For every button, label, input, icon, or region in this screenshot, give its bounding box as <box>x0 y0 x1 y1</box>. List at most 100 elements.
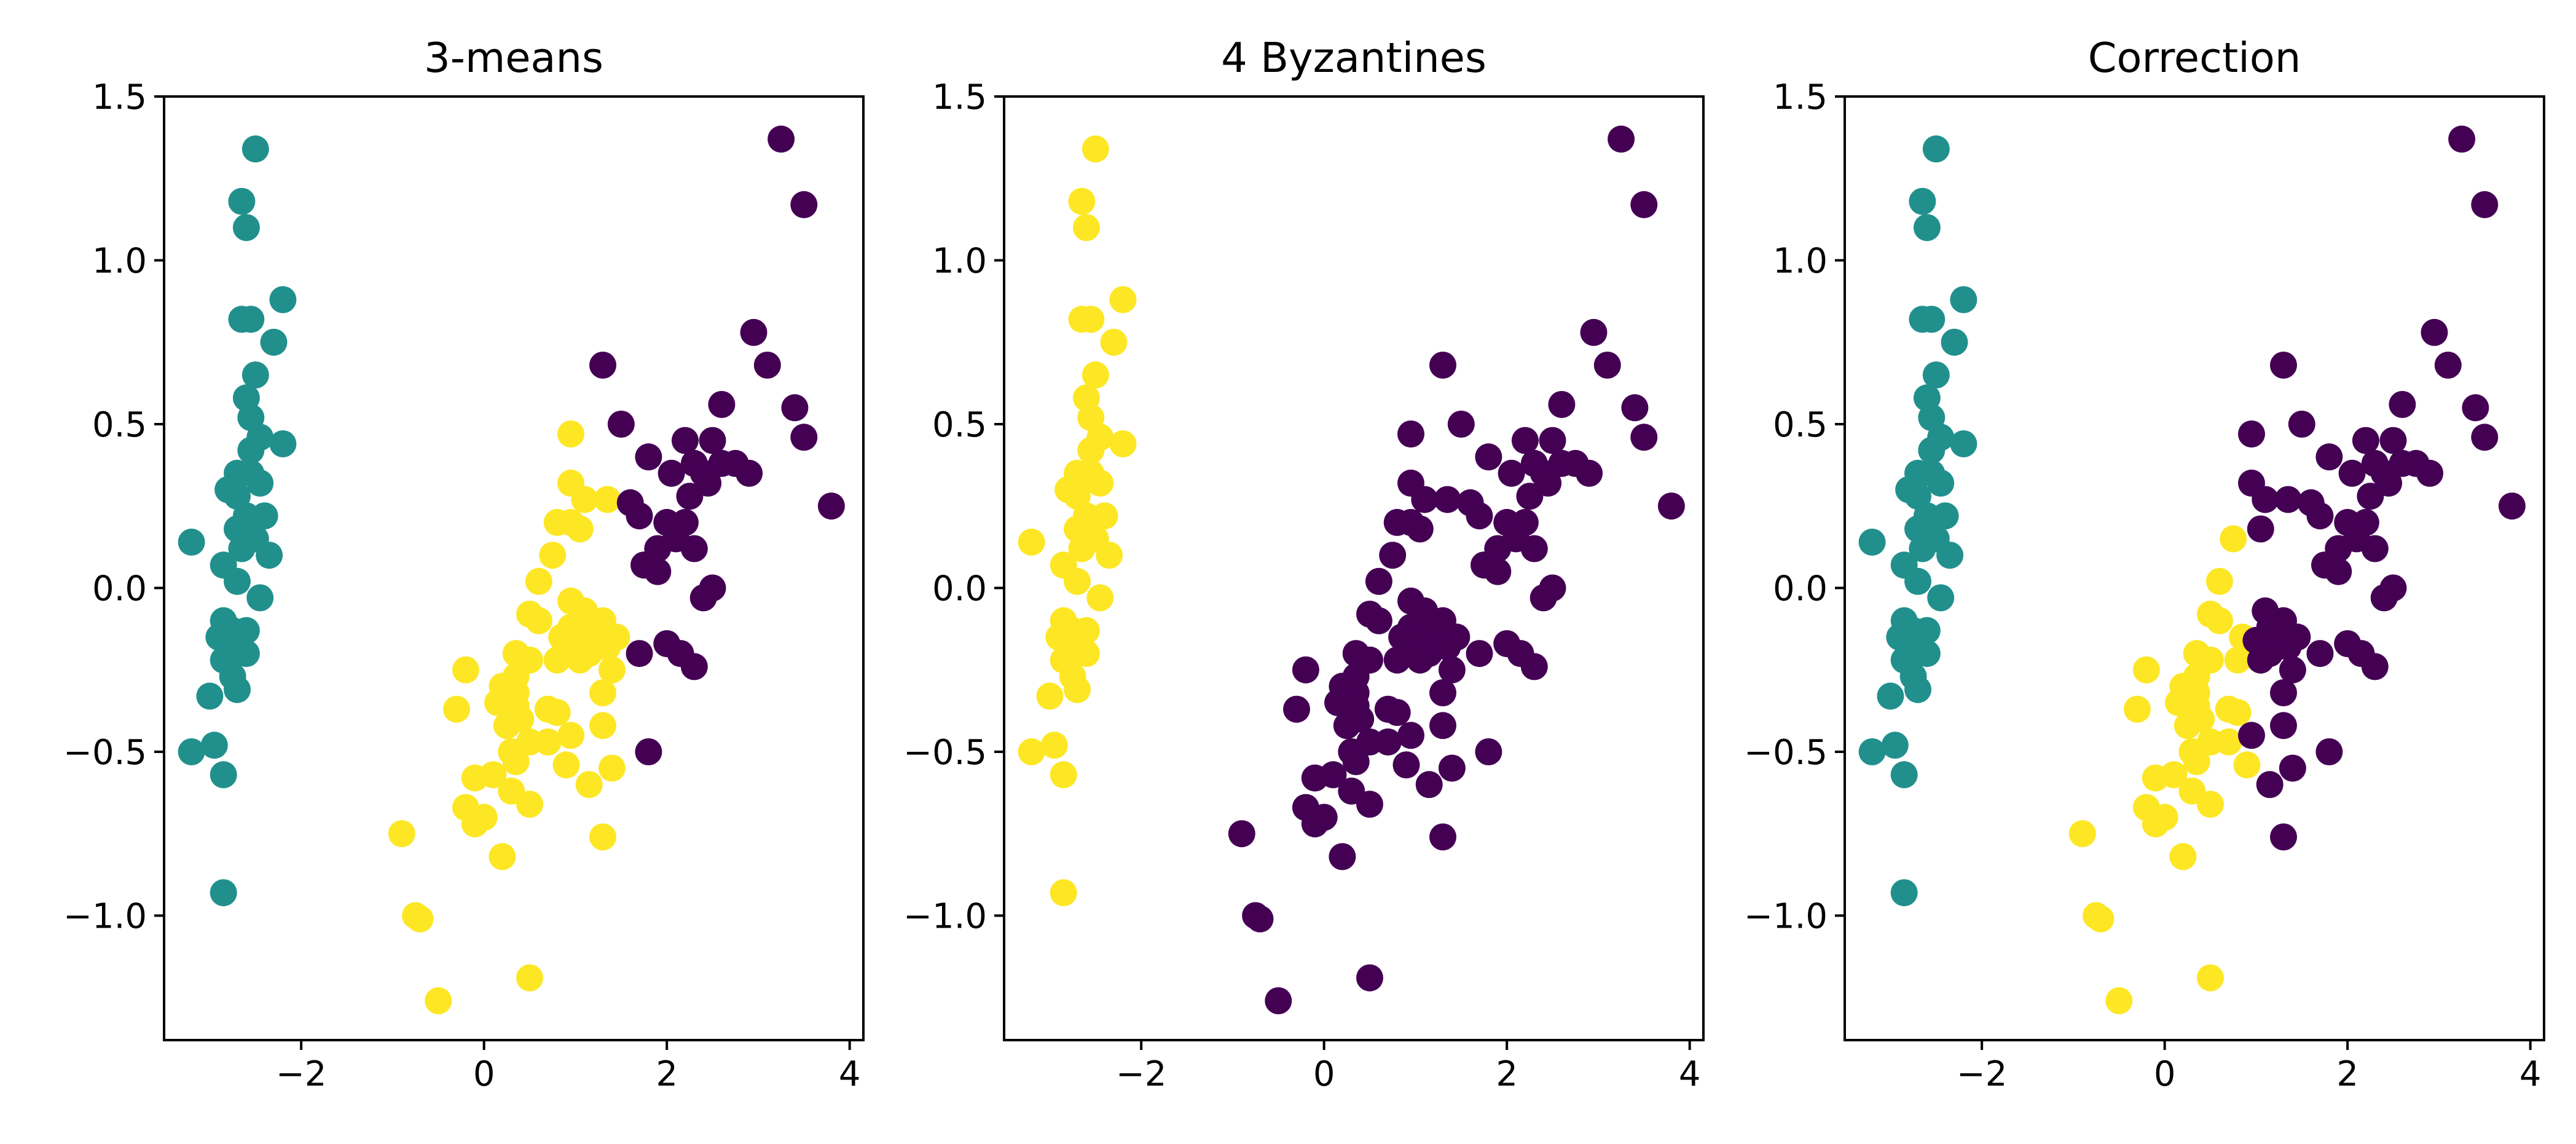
scatter-point-teal <box>224 567 251 595</box>
scatter-point-purple <box>1383 646 1411 674</box>
scatter-point-yellow <box>2068 820 2096 848</box>
scatter-point-teal <box>1909 535 1936 562</box>
scatter-point-yellow <box>2224 646 2252 674</box>
scatter-point-purple <box>2252 486 2279 513</box>
scatter-point-teal <box>1881 732 1909 759</box>
y-tick-label: 0.0 <box>932 569 987 609</box>
scatter-point-purple <box>689 584 717 612</box>
scatter-point-purple <box>2279 656 2306 684</box>
scatter-point-teal <box>196 682 224 710</box>
scatter-point-purple <box>1520 653 1548 680</box>
scatter-point-yellow <box>2174 712 2201 740</box>
scatter-point-purple <box>2288 411 2315 438</box>
scatter-point-teal <box>242 361 269 389</box>
scatter-point-yellow <box>557 420 584 448</box>
scatter-point-purple <box>817 492 845 520</box>
scatter-point-teal <box>246 469 274 497</box>
y-tick-label: 0.5 <box>92 405 147 445</box>
y-tick-label: −0.5 <box>1744 733 1828 773</box>
scatter-point-purple <box>1630 424 1658 451</box>
scatter-point-yellow <box>2220 525 2247 553</box>
scatter-point-purple <box>1415 771 1443 799</box>
scatter-point-purple <box>2256 771 2283 799</box>
scatter-point-yellow <box>571 486 599 513</box>
panel-title: Correction <box>2088 34 2301 82</box>
x-tick-label: −2 <box>276 1054 327 1094</box>
scatter-point-purple <box>1301 810 1329 838</box>
scatter-point-yellow <box>516 791 543 818</box>
scatter-point-teal <box>269 430 297 457</box>
scatter-point-yellow <box>1091 502 1118 530</box>
scatter-point-purple <box>1621 394 1649 422</box>
scatter-point-yellow <box>1072 640 1100 668</box>
scatter-point-purple <box>1365 567 1392 595</box>
scatter-point-purple <box>1406 515 1434 543</box>
axes-frame <box>163 95 865 1041</box>
x-tick-label: 4 <box>839 1054 861 1094</box>
scatter-point-purple <box>1365 607 1392 634</box>
scatter-point-yellow <box>589 712 616 740</box>
scatter-point-yellow <box>1068 187 1096 215</box>
scatter-point-purple <box>2325 558 2352 585</box>
scatter-point-yellow <box>2105 987 2133 1014</box>
scatter-point-purple <box>1498 459 1525 487</box>
scatter-point-teal <box>228 187 256 215</box>
scatter-point-purple <box>1511 427 1539 454</box>
scatter-point-yellow <box>1086 584 1114 612</box>
scatter-point-yellow <box>575 771 603 799</box>
scatter-point-yellow <box>493 712 520 740</box>
scatter-point-teal <box>1877 682 1904 710</box>
scatter-point-yellow <box>1082 361 1109 389</box>
scatter-point-teal <box>205 623 233 651</box>
scatter-point-yellow <box>525 567 552 595</box>
scatter-point-purple <box>753 352 781 379</box>
scatter-point-purple <box>644 558 672 585</box>
y-tick-label: 1.0 <box>1773 241 1828 281</box>
scatter-point-purple <box>740 318 768 346</box>
scatter-point-yellow <box>461 810 489 838</box>
scatter-point-purple <box>1356 791 1383 818</box>
scatter-point-teal <box>178 528 205 556</box>
scatter-point-purple <box>1265 987 1292 1014</box>
scatter-point-purple <box>2379 427 2407 454</box>
x-tick-label: 4 <box>1679 1054 1701 1094</box>
scatter-point-yellow <box>1064 676 1091 703</box>
scatter-point-purple <box>2306 502 2334 530</box>
scatter-point-purple <box>2471 191 2499 218</box>
scatter-point-yellow <box>566 515 594 543</box>
scatter-point-purple <box>1630 191 1658 218</box>
scatter-point-yellow <box>1036 682 1064 710</box>
scatter-point-purple <box>1301 764 1329 792</box>
scatter-point-yellow <box>594 486 621 513</box>
scatter-point-yellow <box>543 646 571 674</box>
scatter-point-yellow <box>594 633 621 661</box>
scatter-point-yellow <box>2205 607 2233 634</box>
scatter-point-teal <box>232 640 260 668</box>
y-tick-label: 1.0 <box>932 241 987 281</box>
scatter-point-purple <box>1379 542 1407 569</box>
scatter-point-teal <box>1858 738 1886 765</box>
scatter-point-purple <box>2421 318 2448 346</box>
scatter-point-teal <box>224 676 251 703</box>
scatter-point-yellow <box>1068 535 1096 562</box>
scatter-point-purple <box>2416 459 2444 487</box>
y-tick-label: 0.0 <box>1773 569 1828 609</box>
scatter-point-yellow <box>452 656 479 684</box>
scatter-point-purple <box>1329 843 1356 870</box>
scatter-point-purple <box>2238 722 2265 749</box>
scatter-point-yellow <box>1064 567 1091 595</box>
scatter-point-purple <box>1429 823 1456 851</box>
scatter-point-teal <box>210 879 237 907</box>
scatter-point-teal <box>1913 214 1941 242</box>
scatter-point-yellow <box>1077 436 1105 464</box>
y-tick-label: −1.0 <box>903 896 987 936</box>
scatter-point-purple <box>1534 469 1562 497</box>
scatter-point-yellow <box>2197 791 2224 818</box>
scatter-point-purple <box>1530 584 1557 612</box>
scatter-point-yellow <box>543 699 571 726</box>
y-tick-label: 0.0 <box>92 569 147 609</box>
scatter-point-purple <box>1429 352 1456 379</box>
scatter-point-yellow <box>1077 306 1105 333</box>
panels: −2 0 2 4 −1.0 −0.5 0.0 0.5 1.0 1.5 3-means −2 0 2 4 −1.… <box>63 34 2545 1094</box>
